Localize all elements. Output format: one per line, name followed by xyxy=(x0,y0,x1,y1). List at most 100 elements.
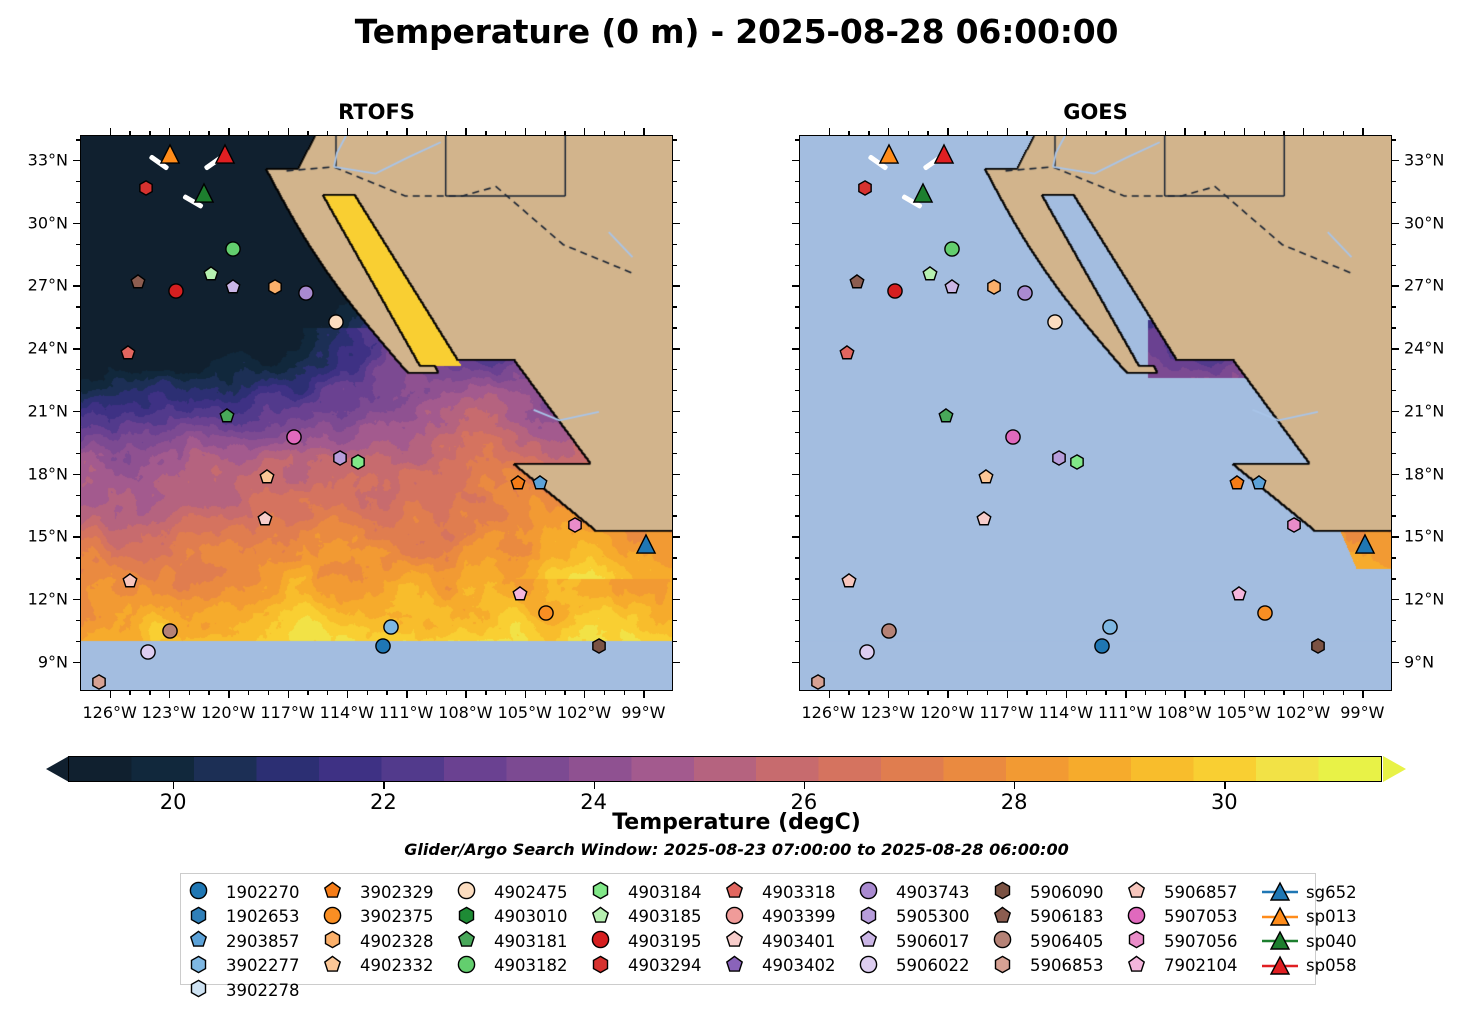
map-marker-4903182[interactable] xyxy=(944,240,961,261)
map-marker-4903743[interactable] xyxy=(298,284,315,305)
map-marker-4902328[interactable] xyxy=(985,278,1002,299)
map-marker-2903857[interactable] xyxy=(1250,475,1267,496)
map-marker-5906183[interactable] xyxy=(130,274,147,295)
map-marker-5905300[interactable] xyxy=(331,449,348,470)
map-marker-4903401[interactable] xyxy=(975,510,992,531)
map-marker-sp040[interactable] xyxy=(193,181,214,207)
map-marker-5907056[interactable] xyxy=(567,516,584,537)
legend-item-3902277[interactable]: 3902277 xyxy=(189,954,300,978)
legend-item-4903182[interactable]: 4903182 xyxy=(457,954,568,978)
legend-item-sp013[interactable]: sp013 xyxy=(1261,905,1357,929)
map-marker-5906183[interactable] xyxy=(849,274,866,295)
map-marker-4902332[interactable] xyxy=(977,468,994,489)
map-marker-4902328[interactable] xyxy=(266,278,283,299)
map-marker-5907053[interactable] xyxy=(1005,429,1022,450)
map-marker-3902329[interactable] xyxy=(509,475,526,496)
map-marker-3902277[interactable] xyxy=(383,619,400,640)
map-marker-sp013[interactable] xyxy=(159,143,181,168)
map-marker-4903195[interactable] xyxy=(167,282,184,303)
map-marker-4902332[interactable] xyxy=(258,468,275,489)
map-marker-4903318[interactable] xyxy=(839,345,856,366)
legend-item-5906017[interactable]: 5906017 xyxy=(859,929,970,953)
map-marker-1902270[interactable] xyxy=(1094,638,1111,659)
legend-item-4903184[interactable]: 4903184 xyxy=(591,880,702,904)
legend-item-4902332[interactable]: 4902332 xyxy=(323,954,434,978)
map-marker-4903185[interactable] xyxy=(922,266,939,287)
legend-item-5906022[interactable]: 5906022 xyxy=(859,954,970,978)
map-marker-3902329[interactable] xyxy=(1228,475,1245,496)
legend-item-sp058[interactable]: sp058 xyxy=(1261,954,1357,978)
legend-item-4903010[interactable]: 4903010 xyxy=(457,905,568,929)
map-marker-4903184[interactable] xyxy=(349,454,366,475)
map-marker-4903182[interactable] xyxy=(225,240,242,261)
map-marker-4902475[interactable] xyxy=(1046,314,1063,335)
legend-item-5906090[interactable]: 5906090 xyxy=(993,880,1104,904)
map-marker-4903743[interactable] xyxy=(1017,284,1034,305)
legend-item-5905300[interactable]: 5905300 xyxy=(859,905,970,929)
map-marker-5906405[interactable] xyxy=(880,623,897,644)
map-marker-4903185[interactable] xyxy=(203,266,220,287)
legend-item-4902328[interactable]: 4902328 xyxy=(323,929,434,953)
legend-item-4903195[interactable]: 4903195 xyxy=(591,929,702,953)
map-marker-4903184[interactable] xyxy=(1068,454,1085,475)
map-marker-sp040[interactable] xyxy=(912,181,933,207)
legend-item-3902375[interactable]: 3902375 xyxy=(323,905,434,929)
legend-item-sg652[interactable]: sg652 xyxy=(1261,880,1357,904)
map-marker-5906857[interactable] xyxy=(122,573,139,594)
map-marker-4903294[interactable] xyxy=(857,180,874,201)
legend-item-4903401[interactable]: 4903401 xyxy=(725,929,836,953)
map-marker-sp013[interactable] xyxy=(878,143,900,168)
map-marker-4903181[interactable] xyxy=(938,408,955,429)
map-marker-4903195[interactable] xyxy=(886,282,903,303)
legend-item-5906405[interactable]: 5906405 xyxy=(993,929,1104,953)
legend-item-4902475[interactable]: 4902475 xyxy=(457,880,568,904)
map-marker-5906022[interactable] xyxy=(140,644,157,665)
legend-item-4903181[interactable]: 4903181 xyxy=(457,929,568,953)
map-marker-5907053[interactable] xyxy=(286,429,303,450)
legend-item-1902653[interactable]: 1902653 xyxy=(189,905,300,929)
legend-item-sp040[interactable]: sp040 xyxy=(1261,929,1357,953)
map-marker-5906853[interactable] xyxy=(90,673,107,690)
legend-item-4903318[interactable]: 4903318 xyxy=(725,880,836,904)
map-marker-1902270[interactable] xyxy=(375,638,392,659)
map-marker-sg652[interactable] xyxy=(1355,533,1376,558)
map-marker-5906022[interactable] xyxy=(859,644,876,665)
map-marker-2903857[interactable] xyxy=(531,475,548,496)
legend-item-7902104[interactable]: 7902104 xyxy=(1127,954,1238,978)
map-marker-4903318[interactable] xyxy=(120,345,137,366)
legend-item-5907056[interactable]: 5907056 xyxy=(1127,929,1238,953)
map-marker-5906090[interactable] xyxy=(1309,638,1326,659)
map-marker-4903401[interactable] xyxy=(256,510,273,531)
legend-item-5906183[interactable]: 5906183 xyxy=(993,905,1104,929)
legend-item-4903399[interactable]: 4903399 xyxy=(725,905,836,929)
map-panel-goes[interactable] xyxy=(799,135,1392,691)
legend-item-3902278[interactable]: 3902278 xyxy=(189,978,300,1002)
map-marker-4902475[interactable] xyxy=(327,314,344,335)
map-marker-4903181[interactable] xyxy=(219,408,236,429)
map-marker-5906017[interactable] xyxy=(944,278,961,299)
map-marker-5906857[interactable] xyxy=(841,573,858,594)
map-marker-sp058[interactable] xyxy=(215,143,236,168)
map-marker-5907056[interactable] xyxy=(1286,516,1303,537)
legend-item-3902329[interactable]: 3902329 xyxy=(323,880,434,904)
map-marker-3902375[interactable] xyxy=(537,604,554,625)
map-marker-5906405[interactable] xyxy=(161,623,178,644)
map-marker-5906853[interactable] xyxy=(809,673,826,690)
legend-item-5906857[interactable]: 5906857 xyxy=(1127,880,1238,904)
map-marker-4903294[interactable] xyxy=(138,180,155,201)
map-panel-rtofs[interactable] xyxy=(80,135,673,691)
legend-item-2903857[interactable]: 2903857 xyxy=(189,929,300,953)
legend-item-4903185[interactable]: 4903185 xyxy=(591,905,702,929)
map-marker-5906090[interactable] xyxy=(590,638,607,659)
map-marker-sg652[interactable] xyxy=(636,533,657,558)
legend-item-4903294[interactable]: 4903294 xyxy=(591,954,702,978)
map-marker-7902104[interactable] xyxy=(1230,585,1247,606)
legend-item-1902270[interactable]: 1902270 xyxy=(189,880,300,904)
map-marker-5905300[interactable] xyxy=(1050,449,1067,470)
map-marker-7902104[interactable] xyxy=(511,585,528,606)
map-marker-3902375[interactable] xyxy=(1256,604,1273,625)
map-marker-5906017[interactable] xyxy=(225,278,242,299)
legend-item-5907053[interactable]: 5907053 xyxy=(1127,905,1238,929)
map-marker-3902277[interactable] xyxy=(1102,619,1119,640)
legend-item-4903402[interactable]: 4903402 xyxy=(725,954,836,978)
